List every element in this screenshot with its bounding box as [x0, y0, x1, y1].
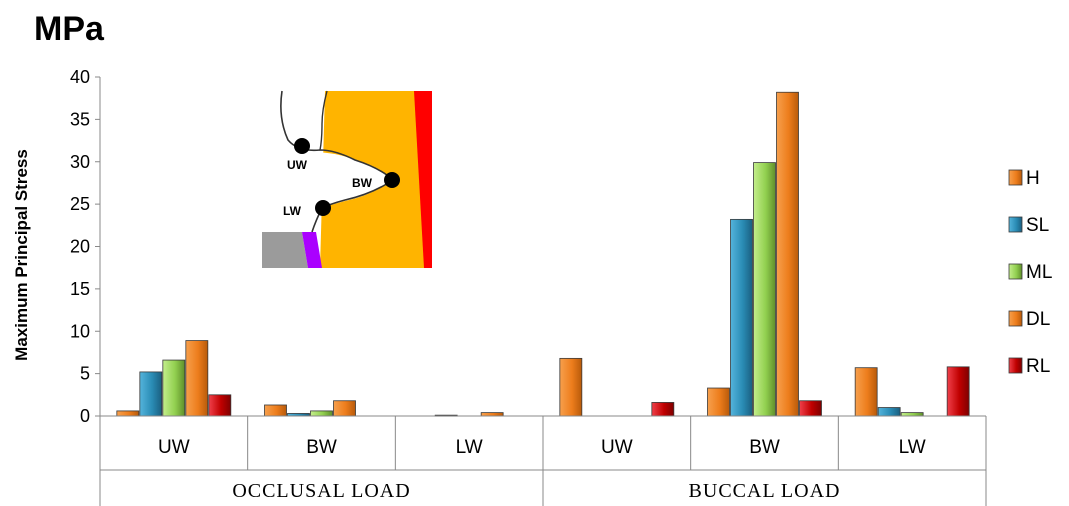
legend-label: DL — [1026, 309, 1050, 330]
legend-label: SL — [1026, 215, 1049, 236]
inset-contour-upper — [319, 90, 328, 151]
legend-label: RL — [1026, 356, 1050, 377]
bars — [116, 91, 970, 417]
bar — [162, 359, 186, 417]
inset-marker-bw — [384, 172, 400, 188]
x-tick-label: LW — [456, 437, 483, 458]
bar — [139, 371, 163, 417]
inset-label-lw: LW — [283, 204, 302, 218]
x-tick-label: UW — [601, 437, 633, 458]
y-tick-label: 30 — [70, 152, 90, 172]
x-tick-label: LW — [899, 437, 926, 458]
x-axis: UW BW LW UW BW LW OCCLUSAL LOAD BUCCAL LOAD — [99, 415, 987, 506]
y-tick-label: 15 — [70, 279, 90, 299]
bar — [310, 410, 333, 417]
bar — [480, 412, 504, 417]
x-tick-label: UW — [158, 437, 190, 458]
bar — [264, 404, 287, 417]
x-group-label: BUCCAL LOAD — [689, 480, 841, 502]
bar — [854, 367, 878, 417]
y-tick-label: 20 — [70, 237, 90, 257]
inset-marker-uw — [294, 138, 310, 154]
legend-swatch — [1008, 357, 1023, 374]
bar — [651, 402, 675, 417]
bar — [776, 91, 799, 417]
bar — [877, 407, 901, 417]
legend-label: H — [1026, 168, 1040, 189]
inset-marker-lw — [315, 200, 331, 216]
bar — [900, 412, 924, 417]
y-tick-label: 0 — [80, 406, 90, 426]
inset-label-bw: BW — [352, 176, 373, 190]
bar — [707, 387, 730, 417]
y-tick-label: 35 — [70, 109, 90, 129]
inset-purple-region — [302, 232, 322, 268]
bar — [946, 366, 970, 417]
chart-title: MPa — [34, 10, 105, 48]
legend: H SL ML DL RL — [1008, 168, 1052, 377]
bar — [730, 218, 753, 417]
legend-swatch — [1008, 216, 1023, 233]
x-group-label: OCCLUSAL LOAD — [232, 480, 410, 502]
inset-label-uw: UW — [287, 158, 308, 172]
y-tick-label: 25 — [70, 194, 90, 214]
y-axis: 0 5 10 15 20 25 30 35 40 — [70, 67, 101, 426]
bar — [753, 162, 776, 417]
inset-gap — [302, 152, 393, 232]
bar — [116, 410, 140, 417]
bar — [208, 394, 232, 417]
bar — [333, 400, 356, 417]
y-tick-label: 5 — [80, 364, 90, 384]
y-tick-label: 40 — [70, 67, 90, 87]
x-tick-label: BW — [306, 437, 337, 458]
x-tick-label: BW — [749, 437, 780, 458]
inset-gray-region — [262, 232, 308, 268]
y-tick-label: 10 — [70, 321, 90, 341]
legend-swatch — [1008, 310, 1023, 327]
bar — [799, 400, 822, 417]
legend-swatch — [1008, 263, 1023, 280]
y-axis-label: Maximum Principal Stress — [12, 149, 31, 361]
bar — [559, 357, 583, 417]
inset-schematic: UW BW LW — [262, 90, 432, 268]
bar — [185, 340, 209, 417]
legend-swatch — [1008, 169, 1023, 186]
inset-red-region — [414, 91, 432, 268]
legend-label: ML — [1026, 262, 1052, 283]
